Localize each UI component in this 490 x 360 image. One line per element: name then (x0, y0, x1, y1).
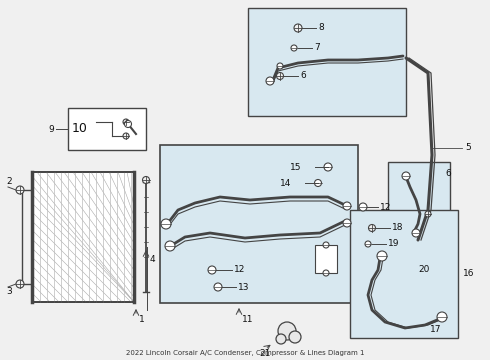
Bar (315, 245, 337, 273)
Circle shape (365, 241, 371, 247)
Text: 12: 12 (234, 266, 245, 274)
Text: 18: 18 (392, 224, 403, 233)
Text: 4: 4 (150, 255, 156, 264)
Circle shape (291, 45, 297, 51)
Text: 8: 8 (318, 23, 324, 32)
Circle shape (123, 119, 129, 125)
Circle shape (412, 229, 420, 237)
Circle shape (324, 163, 332, 171)
Bar (160, 145, 358, 303)
Circle shape (289, 331, 301, 343)
Circle shape (402, 172, 410, 180)
Text: 10: 10 (72, 122, 88, 135)
Text: 5: 5 (465, 144, 471, 153)
Bar (350, 210, 458, 338)
Circle shape (161, 219, 171, 229)
Circle shape (315, 180, 321, 186)
Circle shape (323, 270, 329, 276)
Text: 2022 Lincoln Corsair A/C Condenser, Compressor & Lines Diagram 1: 2022 Lincoln Corsair A/C Condenser, Comp… (126, 350, 364, 356)
Circle shape (214, 283, 222, 291)
Circle shape (359, 203, 367, 211)
Bar (68, 108, 146, 150)
Circle shape (294, 24, 302, 32)
Text: 15: 15 (290, 162, 301, 171)
Circle shape (143, 176, 149, 184)
Circle shape (266, 77, 274, 85)
Text: 9: 9 (48, 125, 54, 134)
Text: 2: 2 (6, 176, 12, 185)
Circle shape (377, 251, 387, 261)
Bar (388, 162, 450, 242)
Text: 21: 21 (259, 348, 270, 357)
Circle shape (276, 72, 284, 80)
Circle shape (124, 121, 131, 127)
Circle shape (437, 312, 447, 322)
Circle shape (425, 211, 431, 217)
Text: 7: 7 (314, 44, 320, 53)
Circle shape (276, 334, 286, 344)
Circle shape (123, 133, 129, 139)
Circle shape (16, 186, 24, 194)
Text: 13: 13 (238, 283, 249, 292)
Text: 11: 11 (242, 315, 253, 324)
Text: 3: 3 (6, 288, 12, 297)
Text: 1: 1 (139, 315, 145, 324)
Bar (248, 8, 406, 116)
Bar (32, 172, 134, 302)
Circle shape (343, 202, 351, 210)
Text: 6: 6 (445, 170, 451, 179)
Circle shape (278, 322, 296, 340)
Circle shape (16, 280, 24, 288)
Text: 14: 14 (280, 179, 292, 188)
Circle shape (165, 241, 175, 251)
Circle shape (208, 266, 216, 274)
Circle shape (343, 219, 351, 227)
Text: 6: 6 (300, 72, 306, 81)
Text: 12: 12 (380, 202, 392, 211)
Circle shape (277, 63, 283, 69)
Text: 17: 17 (430, 325, 441, 334)
Text: 19: 19 (388, 239, 399, 248)
Text: 20: 20 (418, 266, 429, 274)
Text: 16: 16 (463, 270, 474, 279)
Circle shape (323, 242, 329, 248)
Circle shape (368, 225, 375, 231)
